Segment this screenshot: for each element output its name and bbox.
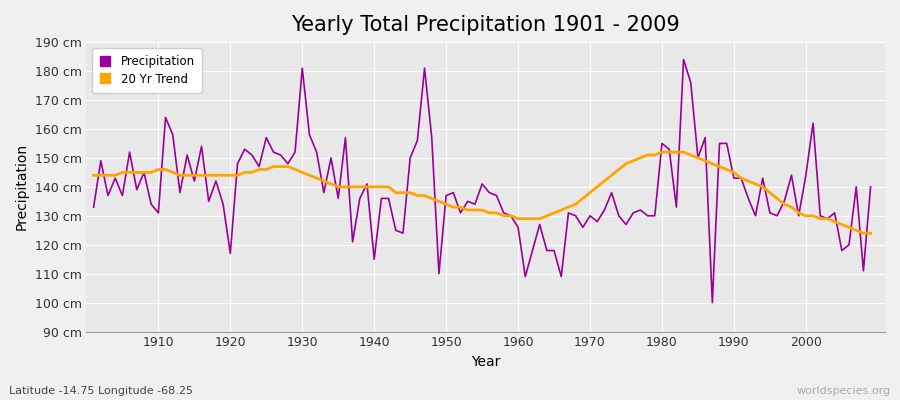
20 Yr Trend (88, 173, 99, 178)
20 Yr Trend (657, 150, 668, 154)
Text: worldspecies.org: worldspecies.org (796, 386, 891, 396)
Precipitation (304, 132, 315, 137)
20 Yr Trend (858, 231, 868, 236)
Precipitation (865, 184, 876, 189)
20 Yr Trend (506, 213, 517, 218)
X-axis label: Year: Year (471, 355, 500, 369)
20 Yr Trend (146, 170, 157, 175)
Legend: Precipitation, 20 Yr Trend: Precipitation, 20 Yr Trend (93, 48, 202, 93)
Precipitation (599, 208, 610, 212)
Title: Yearly Total Precipitation 1901 - 2009: Yearly Total Precipitation 1901 - 2009 (292, 15, 680, 35)
20 Yr Trend (304, 173, 315, 178)
20 Yr Trend (513, 216, 524, 221)
Line: 20 Yr Trend: 20 Yr Trend (94, 152, 870, 233)
Precipitation (506, 213, 517, 218)
Text: Latitude -14.75 Longitude -68.25: Latitude -14.75 Longitude -68.25 (9, 386, 193, 396)
20 Yr Trend (865, 231, 876, 236)
Precipitation (679, 57, 689, 62)
Line: Precipitation: Precipitation (94, 60, 870, 303)
Precipitation (513, 225, 524, 230)
Precipitation (88, 205, 99, 210)
20 Yr Trend (347, 184, 358, 189)
20 Yr Trend (599, 179, 610, 184)
Y-axis label: Precipitation: Precipitation (15, 143, 29, 230)
Precipitation (146, 202, 157, 207)
Precipitation (347, 240, 358, 244)
Precipitation (706, 300, 717, 305)
